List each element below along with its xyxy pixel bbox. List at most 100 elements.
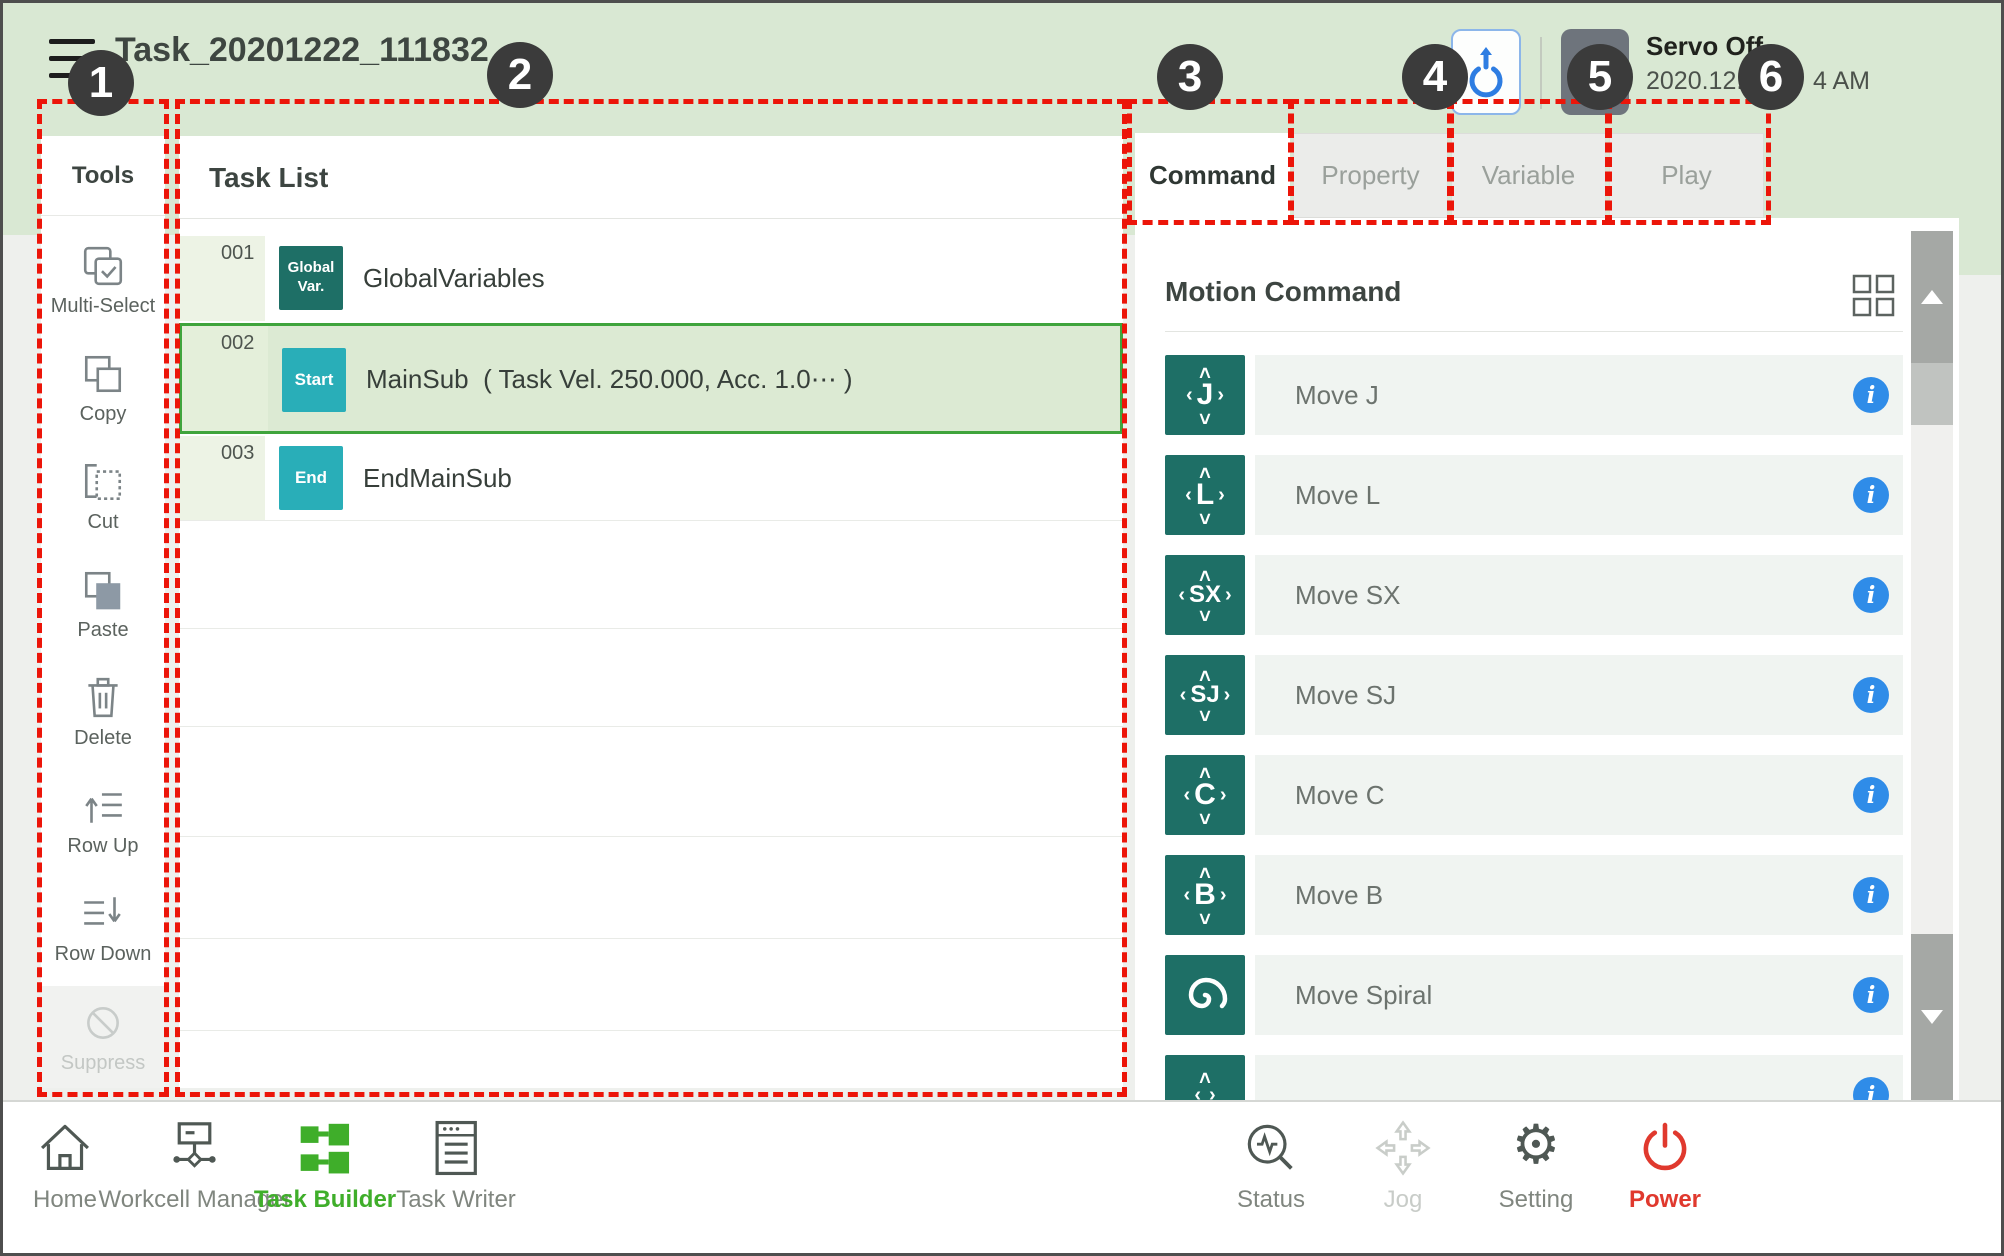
power-icon [1643,1122,1687,1171]
command-divider [1165,331,1903,332]
info-icon[interactable]: i [1853,877,1889,913]
task-writer-icon [435,1120,477,1176]
command-partial-row[interactable]: i [1255,1055,1903,1100]
chevron-up-icon: ˄ [1199,363,1211,385]
move-sj-icon[interactable]: ˄ ‹ SJ › ˅ [1165,655,1245,735]
tool-label: Paste [77,618,129,641]
chevron-right-icon: › [1217,384,1225,406]
chevron-down-icon: ˅ [1199,509,1211,531]
tool-label: Multi-Select [50,294,156,317]
robot-pose-button[interactable] [1451,29,1521,115]
info-icon[interactable]: i [1853,477,1889,513]
robot-joint-icon [1469,47,1503,98]
chevron-up-icon: ˄ [1199,1068,1211,1090]
status-date: 2020.12.22 [1646,67,1772,95]
task-row-label: EndMainSub [363,463,512,493]
command-move-spiral[interactable]: Move Spiral i [1255,955,1903,1035]
nav-task-writer[interactable]: Task Writer [396,1120,516,1214]
scrollbar-down-button[interactable] [1911,934,1953,1100]
move-spiral-icon[interactable] [1165,955,1245,1035]
tool-cut[interactable]: Cut [41,446,165,546]
move-c-icon[interactable]: ˄ ‹ C › ˅ [1165,755,1245,835]
tool-copy[interactable]: Copy [41,338,165,438]
robot-state-button[interactable] [1561,29,1629,115]
task-list-divider [179,218,1123,219]
servo-status: Servo Off [1646,31,1764,61]
info-icon[interactable]: i [1853,377,1889,413]
status-icon [1247,1124,1293,1170]
tab-variable[interactable]: Variable [1451,133,1606,218]
info-icon[interactable]: i [1853,1077,1889,1100]
command-label: Move C [1295,779,1385,810]
scrollbar-thumb[interactable] [1911,363,1953,425]
command-letter: SX [1188,581,1221,608]
command-label: Move J [1295,379,1379,410]
motion-command-title: Motion Command [1165,276,1402,307]
info-icon[interactable]: i [1853,677,1889,713]
task-row-name: MainSub [366,364,469,394]
info-icon[interactable]: i [1853,977,1889,1013]
nav-label: Setting [1498,1186,1574,1213]
chevron-right-icon: › [1219,784,1227,806]
empty-row-separator [179,726,1123,727]
tool-multi-select[interactable]: Multi-Select [41,230,165,330]
tab-label: Command [1148,160,1277,190]
tool-row-up[interactable]: Row Up [41,770,165,870]
start-badge: Start [282,348,346,412]
scrollbar-up-button[interactable] [1911,231,1953,363]
task-row[interactable]: 003 End EndMainSub [179,436,1123,521]
tab-command[interactable]: Command [1135,133,1290,218]
command-move-sj[interactable]: Move SJ i [1255,655,1903,735]
command-move-b[interactable]: Move B i [1255,855,1903,935]
suppress-icon [87,1006,119,1039]
command-label: Move SJ [1295,679,1397,710]
scrollbar[interactable] [1911,231,1953,1100]
command-letter: SJ [1190,681,1220,708]
nav-task-builder[interactable]: Task Builder [254,1120,396,1214]
tab-label: Variable [1481,160,1576,190]
chevron-right-icon: › [1223,684,1231,706]
chevron-down-icon: ˅ [1199,606,1211,628]
nav-workcell-manager[interactable]: Workcell Manager [99,1120,291,1214]
task-row[interactable]: 001 Global Var. GlobalVariables [179,236,1123,321]
chevron-up-icon: ˄ [1199,566,1211,588]
move-b-icon[interactable]: ˄ ‹ B › ˅ [1165,855,1245,935]
move-j-icon[interactable]: ˄ ‹ J › ˅ [1165,355,1245,435]
row-up-icon [85,792,122,823]
tab-play[interactable]: Play [1609,133,1764,218]
tool-paste[interactable]: Paste [41,554,165,654]
tool-delete[interactable]: Delete [41,662,165,762]
info-icon[interactable]: i [1853,777,1889,813]
scrollbar-track[interactable] [1911,425,1953,934]
move-l-icon[interactable]: ˄ ‹ L › ˅ [1165,455,1245,535]
command-move-j[interactable]: Move J i [1255,355,1903,435]
task-row-selected[interactable]: 002 Start MainSub ( Task Vel. 250.000, A… [179,323,1123,434]
setting-icon: ⚙ [1511,1113,1561,1176]
chevron-up-icon: ˄ [1199,863,1211,885]
grid-view-icon[interactable] [1851,273,1897,319]
menu-button[interactable] [47,35,103,91]
nav-status[interactable]: Status [1237,1120,1305,1214]
chevron-up-icon: ˄ [1199,763,1211,785]
move-sx-icon[interactable]: ˄ ‹ SX › ˅ [1165,555,1245,635]
nav-home[interactable]: Home [33,1120,97,1214]
command-move-c[interactable]: Move C i [1255,755,1903,835]
command-move-l[interactable]: Move L i [1255,455,1903,535]
tool-row-down[interactable]: Row Down [41,878,165,978]
chevron-down-icon: ˅ [1199,409,1211,431]
command-move-sx[interactable]: Move SX i [1255,555,1903,635]
workcell-manager-icon [173,1122,217,1168]
chevron-left-icon: ‹ [1183,784,1191,806]
tool-suppress[interactable]: Suppress [41,986,165,1088]
tab-property[interactable]: Property [1293,133,1448,218]
jog-icon [1375,1120,1431,1176]
tools-title: Tools [41,136,165,216]
nav-setting[interactable]: ⚙ Setting [1499,1114,1574,1214]
nav-jog[interactable]: Jog [1375,1120,1431,1214]
nav-label: Jog [1383,1186,1423,1213]
move-next-partial-icon[interactable]: ˄ ‹› ˅ [1165,1055,1245,1100]
nav-power[interactable]: Power [1629,1120,1701,1214]
nav-label: Status [1236,1186,1306,1213]
info-icon[interactable]: i [1853,577,1889,613]
